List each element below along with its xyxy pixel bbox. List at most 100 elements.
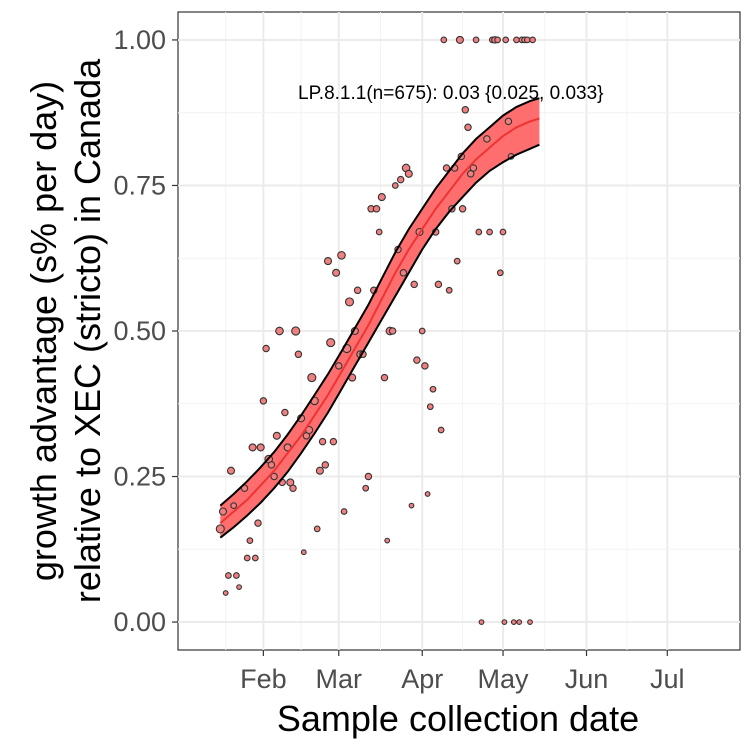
- data-point: [254, 519, 262, 527]
- growth-annotation: LP.8.1.1(n=675): 0.03 {0.025, 0.033}: [298, 83, 604, 104]
- data-point: [225, 572, 232, 579]
- confidence-band: [220, 98, 540, 538]
- data-point: [486, 228, 493, 236]
- y-tick-label: 0.50: [113, 316, 166, 346]
- data-point: [281, 408, 289, 417]
- data-point: [494, 36, 501, 44]
- data-point: [215, 524, 225, 534]
- data-point: [233, 572, 240, 579]
- data-point: [426, 403, 434, 411]
- data-point: [272, 431, 281, 440]
- y-tick-label: 1.00: [113, 25, 166, 55]
- data-point: [291, 326, 301, 336]
- data-point: [464, 123, 472, 132]
- data-point: [294, 350, 303, 359]
- y-tick-label: 0.00: [113, 607, 166, 637]
- data-point: [516, 619, 523, 625]
- data-point: [267, 461, 276, 469]
- data-point: [344, 297, 355, 307]
- y-tick-label: 0.75: [113, 170, 166, 200]
- fit-line-group: [219, 97, 540, 539]
- data-point: [469, 164, 478, 172]
- data-point: [300, 549, 307, 556]
- data-point: [315, 466, 324, 475]
- data-point: [246, 537, 254, 544]
- data-point: [256, 443, 265, 452]
- data-point: [364, 472, 373, 481]
- y-tick-label: 0.25: [113, 462, 166, 492]
- data-point: [499, 228, 507, 236]
- data-point: [275, 326, 284, 336]
- band-upper-edge: [219, 97, 540, 507]
- data-point: [318, 437, 327, 446]
- data-point: [380, 373, 389, 382]
- data-point: [404, 169, 413, 178]
- data-point: [408, 502, 415, 509]
- data-point: [340, 508, 348, 515]
- data-point: [424, 491, 431, 497]
- data-point: [236, 584, 242, 590]
- x-tick-label: Jun: [565, 664, 609, 694]
- data-point: [502, 36, 510, 44]
- data-point: [323, 257, 333, 266]
- data-point: [362, 484, 370, 492]
- x-tick-label: May: [478, 664, 530, 694]
- data-point: [458, 205, 467, 213]
- data-point: [410, 280, 418, 289]
- data-point: [243, 554, 251, 562]
- data-point: [455, 35, 464, 44]
- data-point: [513, 36, 520, 44]
- data-point: [413, 356, 421, 364]
- data-point: [429, 385, 437, 393]
- confidence-band-area: [220, 98, 540, 538]
- data-point: [321, 461, 330, 469]
- data-point: [384, 537, 391, 544]
- data-point: [418, 327, 426, 335]
- data-points: [215, 35, 536, 625]
- data-point: [259, 397, 268, 405]
- data-point: [326, 338, 336, 348]
- data-point: [437, 426, 445, 434]
- y-axis-title-line-2: relative to XEC (stricto) in Canada: [67, 58, 108, 603]
- data-point: [453, 257, 461, 265]
- data-point: [391, 182, 399, 189]
- data-point: [399, 269, 408, 277]
- data-point: [226, 466, 236, 475]
- data-point: [478, 619, 485, 625]
- data-point: [421, 362, 429, 370]
- y-axis-title-line-1: growth advantage (s% per day): [23, 81, 64, 581]
- data-point: [434, 280, 443, 289]
- data-point: [372, 205, 381, 213]
- data-point: [270, 472, 278, 481]
- data-point: [529, 36, 536, 44]
- data-point: [262, 344, 270, 353]
- data-point: [388, 327, 397, 335]
- band-lower-edge: [219, 143, 540, 539]
- data-point: [335, 362, 343, 370]
- fit-mean-line: [219, 117, 540, 524]
- data-point: [230, 502, 238, 509]
- x-tick-label: Mar: [316, 664, 363, 694]
- data-point: [353, 286, 362, 295]
- x-axis-title: Sample collection date: [277, 698, 639, 739]
- data-point: [501, 619, 508, 625]
- data-point: [527, 619, 533, 625]
- data-point: [248, 443, 257, 452]
- data-point: [475, 228, 483, 236]
- x-tick-label: Feb: [240, 664, 287, 694]
- data-point: [313, 525, 321, 533]
- data-point: [442, 164, 451, 172]
- data-point: [289, 484, 297, 492]
- data-point: [337, 250, 346, 260]
- data-point: [445, 286, 453, 294]
- data-point: [307, 373, 317, 383]
- axes: Feb Mar Apr May Jun Jul 0.00 0.25 0.50 0.75 1.00: [113, 25, 684, 694]
- data-point: [329, 437, 338, 446]
- data-point: [504, 117, 513, 126]
- data-point: [496, 269, 504, 277]
- data-point: [472, 36, 480, 44]
- data-point: [440, 36, 448, 44]
- x-tick-label: Apr: [401, 664, 443, 694]
- data-point: [461, 106, 470, 114]
